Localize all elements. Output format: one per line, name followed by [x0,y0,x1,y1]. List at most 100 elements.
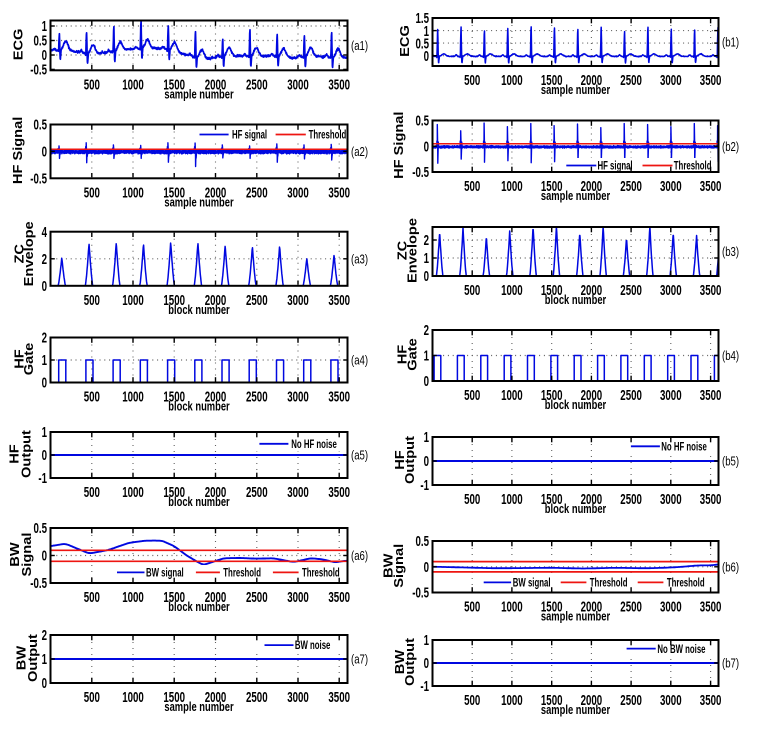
svg-text:1: 1 [424,633,429,649]
svg-text:2000: 2000 [581,693,603,709]
svg-text:(b2): (b2) [722,139,739,154]
svg-text:0: 0 [42,448,47,464]
svg-text:HF: HF [8,444,22,464]
svg-text:2500: 2500 [620,73,642,89]
svg-text:2000: 2000 [581,600,603,616]
svg-text:1500: 1500 [541,492,563,508]
svg-text:Gate: Gate [22,343,36,376]
svg-text:1: 1 [424,24,429,40]
svg-text:block number: block number [168,302,229,317]
svg-text:1500: 1500 [163,485,185,501]
svg-text:1: 1 [42,353,47,369]
svg-text:2000: 2000 [205,590,227,606]
svg-text:2500: 2500 [246,77,268,93]
svg-text:2000: 2000 [581,73,603,89]
svg-text:sample number: sample number [541,702,610,717]
svg-text:HF: HF [393,450,407,470]
svg-text:(a7): (a7) [351,652,368,667]
svg-text:2500: 2500 [246,485,268,501]
svg-text:4: 4 [42,225,47,241]
svg-text:(a4): (a4) [351,353,368,368]
svg-text:HF signal: HF signal [598,158,633,172]
svg-text:3000: 3000 [287,485,309,501]
svg-text:500: 500 [464,388,480,404]
svg-text:3500: 3500 [328,390,350,406]
svg-text:Envelope: Envelope [22,221,36,286]
svg-text:2: 2 [42,628,47,644]
svg-text:3000: 3000 [287,590,309,606]
svg-text:sample number: sample number [541,188,610,203]
svg-text:0.5: 0.5 [416,114,430,130]
svg-text:2: 2 [424,233,429,249]
svg-text:500: 500 [84,77,100,93]
svg-text:-0.5: -0.5 [412,165,429,181]
svg-text:Output: Output [20,429,34,478]
svg-text:2500: 2500 [620,693,642,709]
svg-text:HF Signal: HF Signal [11,117,25,184]
svg-text:2500: 2500 [246,590,268,606]
svg-text:2500: 2500 [620,600,642,616]
svg-text:0.5: 0.5 [416,534,430,550]
svg-text:No BW noise: No BW noise [657,642,705,656]
svg-text:500: 500 [84,185,100,201]
svg-text:2000: 2000 [205,390,227,406]
svg-text:2500: 2500 [620,179,642,195]
svg-text:Gate: Gate [406,338,420,371]
svg-text:(b4): (b4) [722,348,739,363]
svg-text:1500: 1500 [541,693,563,709]
svg-text:1500: 1500 [163,77,185,93]
svg-text:3000: 3000 [287,390,309,406]
svg-text:BW: BW [393,650,407,675]
svg-text:ZC: ZC [13,244,27,263]
svg-text:Threshold: Threshold [223,566,261,580]
svg-text:0: 0 [424,269,429,285]
svg-text:Threshold: Threshold [302,566,340,580]
svg-text:(b7): (b7) [722,656,739,671]
svg-text:3500: 3500 [328,185,350,201]
svg-text:2000: 2000 [205,185,227,201]
svg-text:BW: BW [8,542,22,567]
svg-text:block number: block number [168,494,229,509]
svg-text:2500: 2500 [620,492,642,508]
svg-text:2000: 2000 [205,690,227,706]
svg-text:-1: -1 [38,471,47,487]
svg-text:-1: -1 [420,679,429,695]
svg-text:ECG: ECG [12,29,26,61]
svg-text:sample number: sample number [164,699,233,714]
svg-text:Output: Output [403,435,417,484]
svg-text:2000: 2000 [581,492,603,508]
svg-text:3000: 3000 [660,600,682,616]
svg-text:1500: 1500 [541,388,563,404]
svg-text:1500: 1500 [541,73,563,89]
svg-text:2: 2 [42,331,47,347]
svg-text:2000: 2000 [581,179,603,195]
svg-text:0: 0 [424,656,429,672]
svg-text:1000: 1000 [122,590,144,606]
svg-text:Signal: Signal [20,533,34,577]
svg-text:ZC: ZC [396,241,410,261]
svg-text:(a1): (a1) [351,38,368,53]
svg-text:500: 500 [464,73,480,89]
svg-text:Output: Output [403,637,417,686]
svg-text:1: 1 [42,19,47,35]
svg-text:3000: 3000 [660,283,682,299]
svg-text:1000: 1000 [501,600,523,616]
svg-text:-0.5: -0.5 [412,586,429,602]
svg-text:1000: 1000 [122,185,144,201]
svg-text:1500: 1500 [541,600,563,616]
svg-text:3000: 3000 [287,77,309,93]
svg-text:3500: 3500 [328,293,350,309]
svg-text:1000: 1000 [501,179,523,195]
svg-text:2: 2 [424,323,429,339]
svg-text:3500: 3500 [700,179,722,195]
svg-text:-1: -1 [420,478,429,494]
svg-text:2000: 2000 [205,77,227,93]
svg-text:(a6): (a6) [351,548,368,563]
svg-text:3500: 3500 [700,388,722,404]
svg-text:500: 500 [464,600,480,616]
svg-text:Envelope: Envelope [406,218,420,283]
svg-text:500: 500 [464,492,480,508]
svg-text:0: 0 [42,676,47,692]
svg-text:2500: 2500 [246,185,268,201]
svg-text:500: 500 [84,590,100,606]
